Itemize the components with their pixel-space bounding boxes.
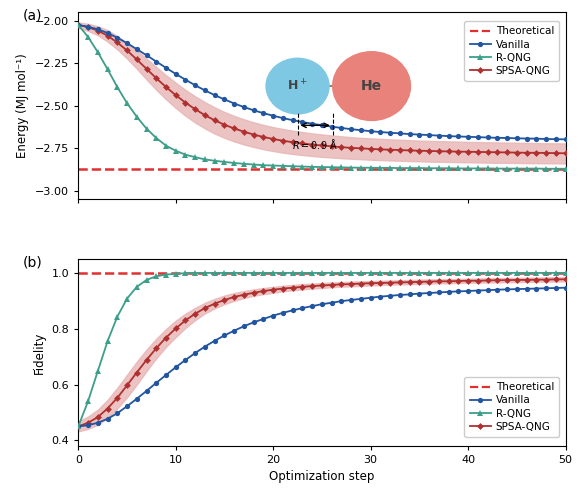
Y-axis label: Energy (MJ mol⁻¹): Energy (MJ mol⁻¹)	[16, 53, 30, 158]
Text: (a): (a)	[22, 8, 42, 23]
Legend: Theoretical, Vanilla, R-QNG, SPSA-QNG: Theoretical, Vanilla, R-QNG, SPSA-QNG	[465, 377, 559, 437]
Y-axis label: Fidelity: Fidelity	[33, 331, 46, 374]
X-axis label: Optimization step: Optimization step	[269, 470, 375, 484]
Legend: Theoretical, Vanilla, R-QNG, SPSA-QNG: Theoretical, Vanilla, R-QNG, SPSA-QNG	[465, 21, 559, 81]
Text: (b): (b)	[22, 255, 42, 269]
